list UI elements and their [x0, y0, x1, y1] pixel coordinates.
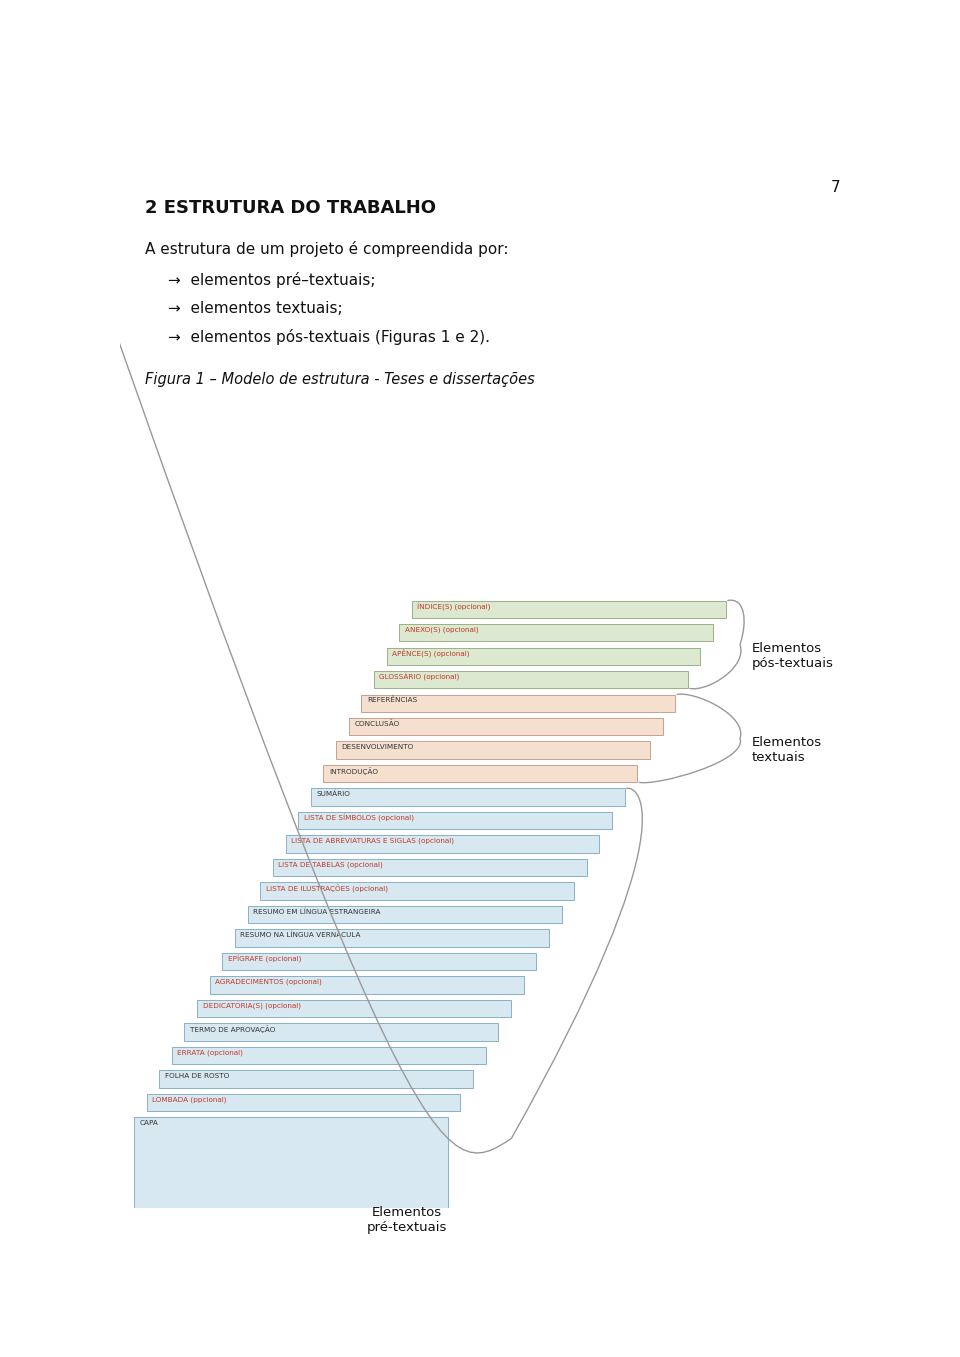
Text: REFERÊNCIAS: REFERÊNCIAS: [367, 697, 417, 703]
Text: Elementos
pré-textuais: Elementos pré-textuais: [367, 1206, 447, 1234]
Bar: [248, 906, 562, 923]
Bar: [324, 765, 637, 782]
Text: RESUMO NA LÍNGUA VERNÁCULA: RESUMO NA LÍNGUA VERNÁCULA: [240, 932, 361, 938]
Bar: [260, 882, 574, 900]
Text: EPÍGRAFE (opcional): EPÍGRAFE (opcional): [228, 955, 301, 963]
Text: →  elementos textuais;: → elementos textuais;: [168, 301, 343, 316]
Bar: [399, 624, 713, 642]
Text: LISTA DE ABREVIATURAS E SIGLAS (opcional): LISTA DE ABREVIATURAS E SIGLAS (opcional…: [291, 837, 454, 844]
Text: LISTA DE SÍMBOLOS (opcional): LISTA DE SÍMBOLOS (opcional): [303, 814, 414, 822]
Text: 7: 7: [831, 179, 841, 195]
Bar: [184, 1023, 498, 1041]
Text: RESUMO EM LÍNGUA ESTRANGEIRA: RESUMO EM LÍNGUA ESTRANGEIRA: [253, 908, 380, 915]
Text: →  elementos pré–textuais;: → elementos pré–textuais;: [168, 273, 375, 288]
Bar: [159, 1071, 473, 1087]
Text: DEDICATÓRIA(S) (opcional): DEDICATÓRIA(S) (opcional): [203, 1001, 300, 1010]
Text: SUMÁRIO: SUMÁRIO: [316, 791, 350, 798]
Text: Figura 1 – Modelo de estrutura - Teses e dissertações: Figura 1 – Modelo de estrutura - Teses e…: [145, 372, 535, 387]
Bar: [387, 647, 701, 665]
Text: ANEXO(S) (opcional): ANEXO(S) (opcional): [405, 627, 478, 632]
Bar: [348, 718, 662, 735]
Bar: [299, 811, 612, 829]
Text: 2 ESTRUTURA DO TRABALHO: 2 ESTRUTURA DO TRABALHO: [145, 199, 436, 217]
Text: TERMO DE APROVAÇÃO: TERMO DE APROVAÇÃO: [190, 1026, 276, 1033]
Text: INTRODUÇÃO: INTRODUÇÃO: [329, 767, 378, 775]
Bar: [311, 788, 625, 806]
Bar: [412, 601, 726, 617]
Text: GLOSSÁRIO (opcional): GLOSSÁRIO (opcional): [379, 673, 460, 681]
Text: Elementos
textuais: Elementos textuais: [752, 735, 822, 764]
Text: FOLHA DE ROSTO: FOLHA DE ROSTO: [165, 1072, 228, 1079]
Bar: [273, 859, 587, 877]
Text: LOMBADA (ppcional): LOMBADA (ppcional): [152, 1096, 227, 1103]
Bar: [209, 976, 523, 993]
Text: LISTA DE ILUSTRAÇÕES (opcional): LISTA DE ILUSTRAÇÕES (opcional): [266, 885, 388, 893]
Bar: [172, 1046, 486, 1064]
Bar: [374, 672, 688, 688]
Bar: [134, 1117, 447, 1277]
Bar: [147, 1094, 461, 1111]
Text: A estrutura de um projeto é compreendida por:: A estrutura de um projeto é compreendida…: [145, 242, 508, 258]
Text: LISTA DE TABELAS (opcional): LISTA DE TABELAS (opcional): [278, 862, 383, 867]
Text: DESENVOLVIMENTO: DESENVOLVIMENTO: [342, 744, 414, 750]
Text: APÊNCE(S) (opcional): APÊNCE(S) (opcional): [392, 650, 469, 658]
Bar: [361, 695, 675, 712]
Text: →  elementos pós-textuais (Figuras 1 e 2).: → elementos pós-textuais (Figuras 1 e 2)…: [168, 330, 490, 345]
Bar: [223, 953, 537, 970]
Text: ERRATA (opcional): ERRATA (opcional): [178, 1049, 243, 1056]
Bar: [235, 930, 549, 947]
Bar: [197, 1000, 511, 1018]
Text: ÍNDICE(S) (opcional): ÍNDICE(S) (opcional): [418, 603, 491, 611]
Bar: [336, 741, 650, 759]
Text: CAPA: CAPA: [139, 1120, 158, 1125]
Text: Elementos
pós-textuais: Elementos pós-textuais: [752, 642, 833, 670]
Text: CONCLUSÃO: CONCLUSÃO: [354, 721, 399, 727]
Text: AGRADECIMENTOS (opcional): AGRADECIMENTOS (opcional): [215, 978, 322, 985]
Bar: [285, 836, 599, 852]
